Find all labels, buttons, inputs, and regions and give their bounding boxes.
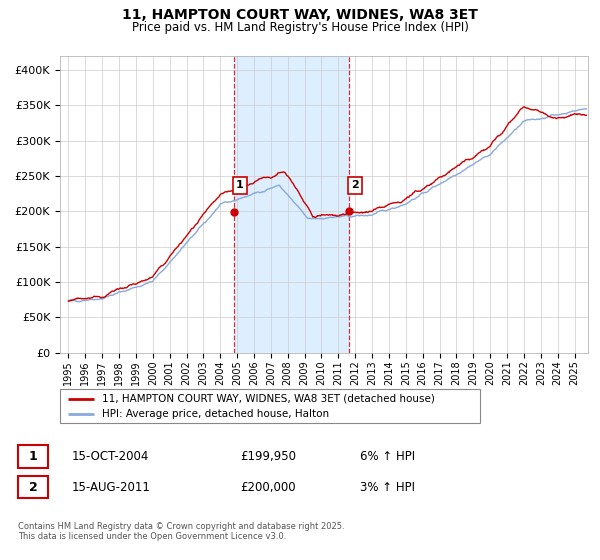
Text: 6% ↑ HPI: 6% ↑ HPI [360,450,415,463]
Text: 3% ↑ HPI: 3% ↑ HPI [360,480,415,494]
Text: £199,950: £199,950 [240,450,296,463]
Text: 1: 1 [236,180,244,190]
Text: 11, HAMPTON COURT WAY, WIDNES, WA8 3ET: 11, HAMPTON COURT WAY, WIDNES, WA8 3ET [122,8,478,22]
Text: 2: 2 [352,180,359,190]
Text: 15-AUG-2011: 15-AUG-2011 [72,480,151,494]
Text: 15-OCT-2004: 15-OCT-2004 [72,450,149,463]
Text: HPI: Average price, detached house, Halton: HPI: Average price, detached house, Halt… [102,409,329,419]
Bar [233,56,349,353]
Text: Contains HM Land Registry data © Crown copyright and database right 2025.
This d: Contains HM Land Registry data © Crown c… [18,522,344,542]
Text: £200,000: £200,000 [240,480,296,494]
Text: 11, HAMPTON COURT WAY, WIDNES, WA8 3ET (detached house): 11, HAMPTON COURT WAY, WIDNES, WA8 3ET (… [102,394,435,404]
Text: Price paid vs. HM Land Registry's House Price Index (HPI): Price paid vs. HM Land Registry's House … [131,21,469,34]
Text: 2: 2 [29,480,37,494]
FancyBboxPatch shape [60,389,480,423]
Text: 1: 1 [29,450,37,463]
